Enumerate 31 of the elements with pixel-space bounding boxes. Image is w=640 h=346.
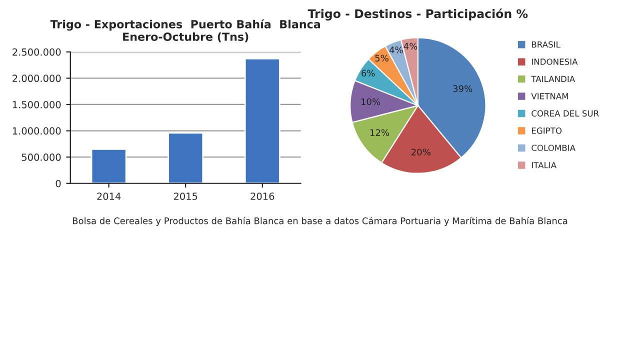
y-tick-label: 2.000.000 <box>12 74 61 82</box>
chart-title: Trigo - Destinos - Participación % <box>308 8 528 21</box>
legend-label: INDONESIA <box>532 58 578 65</box>
text: Bolsa de Cereales y Productos de Bahía Blanca en base a datos Cámara Portuaria y Marítima de Bahía Blanca <box>72 216 568 226</box>
legend-label: COLOMBIA <box>532 144 576 152</box>
data-label: 20% <box>412 148 430 156</box>
bar <box>244 58 280 184</box>
data-label: 4% <box>389 46 403 54</box>
legend-label: VIETNAM <box>531 93 568 100</box>
data-label: 12% <box>370 129 390 136</box>
data-label: 5% <box>375 54 388 62</box>
y-tick-label: 1.000.000 <box>12 127 61 135</box>
data-label: 6% <box>362 70 375 77</box>
x-tick-label: 2014 <box>97 192 121 200</box>
x-tick-label: 2015 <box>174 192 198 200</box>
y-tick-label: 500.000 <box>22 154 61 161</box>
data-label: 39% <box>453 85 472 92</box>
legend-label: EGIPTO <box>532 127 562 134</box>
y-tick-label: 0 <box>56 180 61 188</box>
data-label: 10% <box>362 98 380 106</box>
data-label: 4% <box>404 42 418 50</box>
legend-label: BRASIL <box>532 41 560 48</box>
x-tick-label: 2016 <box>250 192 274 200</box>
y-tick-label: 1.500.000 <box>12 100 61 108</box>
y-tick-label: 2.500.000 <box>12 48 61 56</box>
legend-label: ITALIA <box>532 162 556 168</box>
bar <box>168 132 204 184</box>
bar <box>90 148 127 184</box>
legend-label: COREA DEL SUR <box>532 110 599 117</box>
chart-title: Trigo - Exportaciones Puerto Bahía Blanca Enero-Octubre (Tns) <box>50 19 320 42</box>
legend-label: TAILANDIA <box>531 76 576 82</box>
